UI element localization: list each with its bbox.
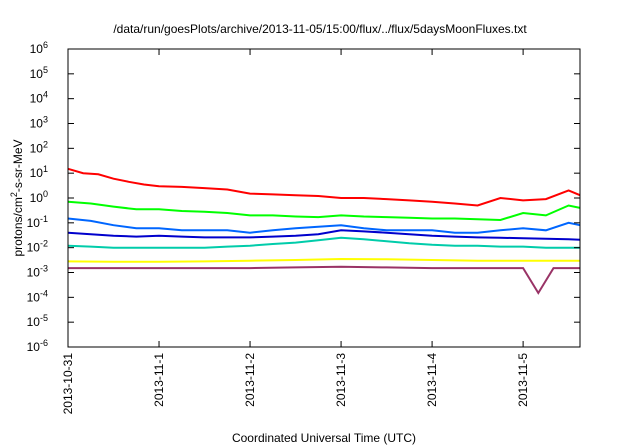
x-tick-label-1: 2013-11-1 xyxy=(152,353,166,407)
x-tick-label-4: 2013-11-4 xyxy=(425,353,439,407)
y-tick-label-7: 101 xyxy=(30,164,48,180)
y-tick-label-0: 10-6 xyxy=(27,338,48,354)
x-tick-label-2: 2013-11-2 xyxy=(243,353,257,407)
series-line-3 xyxy=(67,217,581,234)
x-axis-label: Coordinated Universal Time (UTC) xyxy=(232,431,416,445)
y-tick-label-1: 10-5 xyxy=(27,313,48,329)
x-tick-label-0: 2013-10-31 xyxy=(61,353,75,415)
y-tick-label-3: 10-3 xyxy=(27,264,48,280)
y-tick-label-8: 102 xyxy=(30,139,48,155)
axes-layer: 10-6 10-5 10-4 10-3 10-2 10-1 100 101 102 103 104 1… xyxy=(27,40,581,415)
y-tick-label-4: 10-2 xyxy=(27,239,48,255)
y-tick-label-12: 106 xyxy=(30,40,48,56)
y-tick-label-2: 10-4 xyxy=(27,288,48,304)
y-tick-label-9: 103 xyxy=(30,115,48,131)
series-line-6 xyxy=(67,257,580,263)
series-line-5 xyxy=(67,236,580,249)
series-line-1 xyxy=(67,167,581,207)
y-tick-label-11: 105 xyxy=(30,65,48,81)
chart-title: /data/run/goesPlots/archive/2013-11-05/1… xyxy=(113,22,527,36)
y-tick-label-10: 104 xyxy=(30,90,48,106)
y-tick-label-5: 10-1 xyxy=(27,214,48,230)
y-axis-label: protons/cm2-s-sr-MeV xyxy=(9,139,25,256)
series-line-4 xyxy=(67,229,581,241)
series-line-7 xyxy=(68,265,580,295)
y-tick-label-6: 100 xyxy=(30,189,48,205)
x-tick-label-3: 2013-11-3 xyxy=(334,353,348,407)
x-tick-label-5: 2013-11-5 xyxy=(516,353,530,407)
series-layer xyxy=(67,167,581,295)
series-line-2 xyxy=(67,200,581,222)
